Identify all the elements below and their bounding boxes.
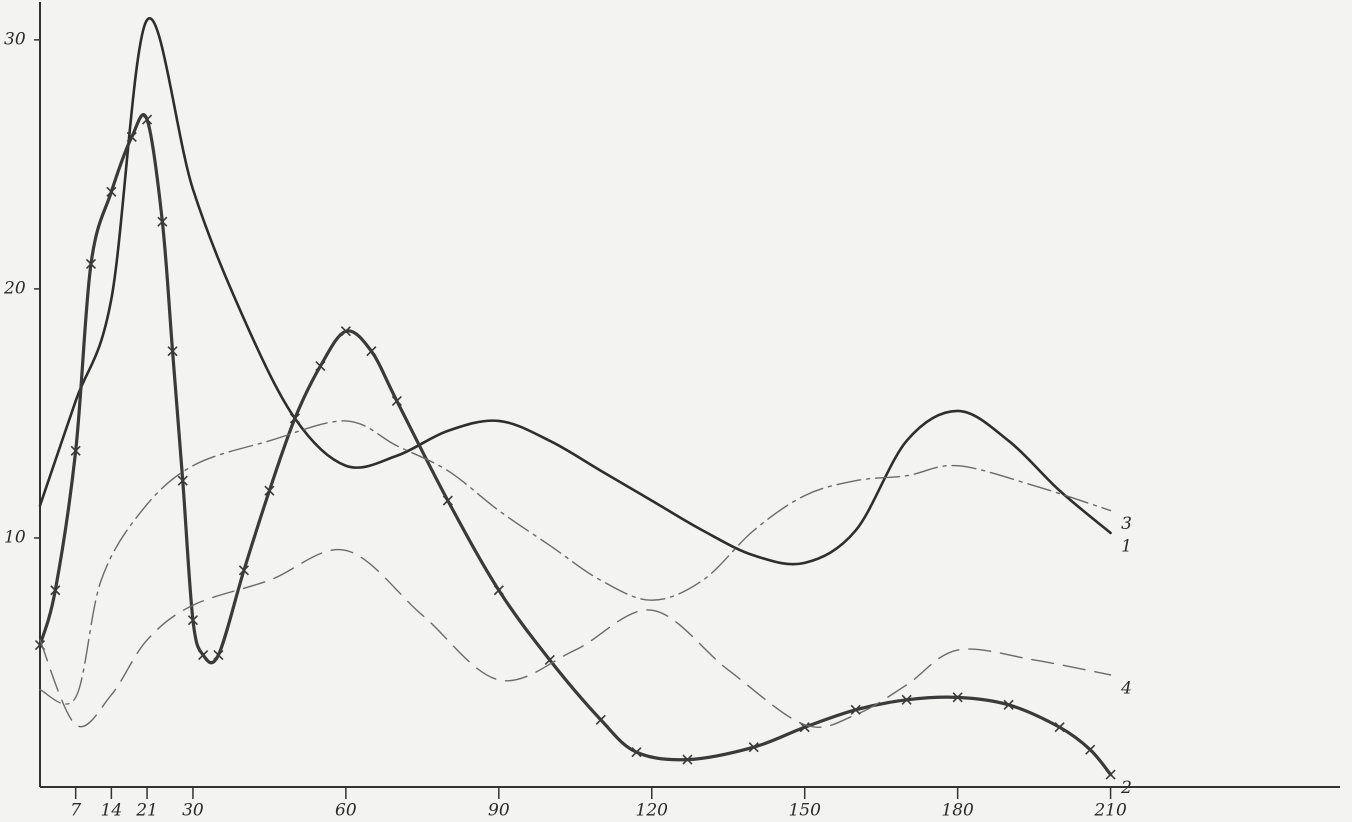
series-label: 4 [1120, 678, 1132, 698]
point-marker [952, 692, 963, 703]
x-tick-label: 30 [182, 801, 204, 821]
point-marker [493, 585, 504, 596]
point-marker [850, 704, 861, 715]
x-tick-label: 60 [335, 801, 357, 821]
point-marker [1003, 699, 1014, 710]
x-tick-label: 21 [135, 801, 158, 821]
point-marker [126, 131, 137, 143]
y-tick-label: 20 [3, 278, 26, 298]
x-tick-label: 150 [788, 801, 821, 821]
point-marker [1105, 769, 1116, 780]
point-marker [1085, 744, 1096, 755]
point-marker [366, 346, 377, 357]
y-tick-label: 10 [4, 527, 26, 547]
x-tick-label: 7 [70, 801, 81, 821]
x-tick-label: 90 [488, 801, 510, 821]
series-line [39, 548, 1112, 728]
point-marker [85, 258, 97, 270]
point-marker [264, 485, 275, 496]
series-label: 3 [1121, 514, 1132, 534]
point-marker [340, 326, 351, 337]
y-tick-label: 30 [4, 29, 26, 49]
x-tick-label: 14 [101, 801, 123, 821]
x-tick-label: 180 [941, 801, 974, 821]
point-marker [70, 445, 81, 456]
point-marker [141, 114, 153, 125]
point-marker [682, 754, 693, 765]
point-marker [631, 747, 642, 758]
point-marker [50, 585, 61, 596]
point-marker [748, 742, 759, 753]
series-label: 1 [1121, 536, 1132, 556]
series-line [38, 16, 1112, 566]
x-tick-label: 210 [1093, 801, 1127, 821]
point-marker [157, 216, 168, 227]
series-line [39, 420, 1112, 705]
point-marker [901, 694, 912, 705]
x-tick-label: 120 [636, 801, 669, 821]
series-label: 2 [1120, 778, 1132, 798]
point-marker [238, 565, 249, 576]
point-marker [177, 475, 188, 486]
point-marker [167, 346, 178, 357]
point-marker [442, 495, 453, 506]
point-marker [315, 361, 326, 372]
point-marker [213, 649, 224, 661]
point-marker [198, 649, 209, 661]
point-marker [106, 186, 117, 197]
point-marker [391, 395, 402, 407]
point-marker [595, 714, 606, 725]
point-marker [289, 413, 300, 424]
point-marker [187, 615, 199, 626]
point-marker [1054, 722, 1065, 733]
